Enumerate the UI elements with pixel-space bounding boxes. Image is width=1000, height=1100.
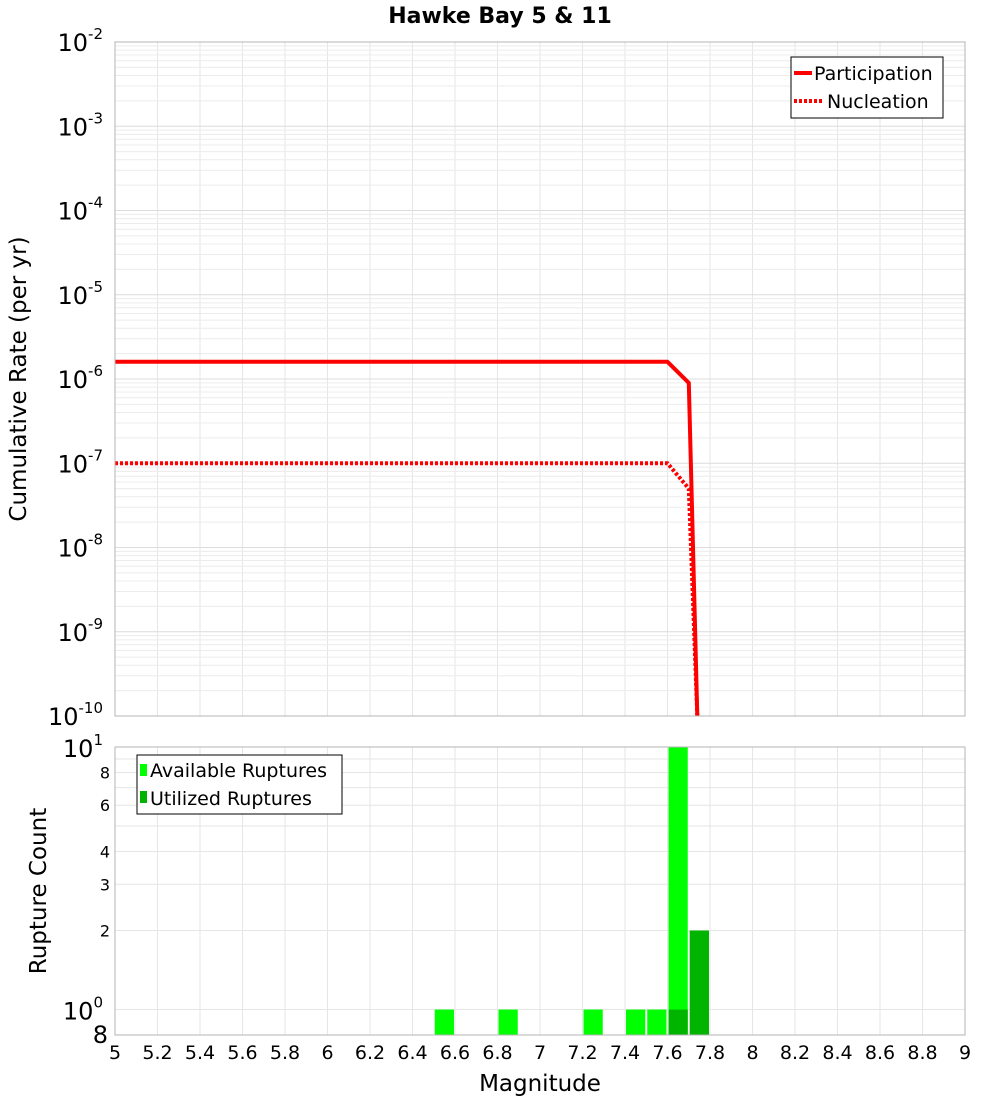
rate-plot-y-label: Cumulative Rate (per yr) (6, 236, 32, 521)
rate-plot-y-tick-label: 10-3 (57, 109, 103, 141)
available-rupture-bar (668, 747, 688, 1035)
x-tick-label: 5.2 (142, 1042, 172, 1064)
legend-available-label: Available Ruptures (150, 760, 327, 782)
count-plot-x-ticks: 5 5.2 5.4 5.6 5.8 6 6.2 6.4 6.6 6.8 7 7.2 7.4 7.6 7.8 8… (109, 1042, 971, 1064)
rate-plot-y-tick-label: 10-2 (57, 25, 103, 57)
rate-plot-y-tick-label: 10-10 (48, 699, 103, 731)
rate-plot-legend: Participation Nucleation (790, 56, 944, 119)
count-plot-y-tick-label: 8 (93, 1021, 108, 1049)
x-tick-label: 8 (746, 1042, 758, 1064)
x-tick-label: 7 (534, 1042, 546, 1064)
x-tick-label: 6 (321, 1042, 333, 1064)
rate-plot-y-tick-label: 10-7 (57, 446, 103, 478)
legend-participation-label: Participation (814, 63, 933, 85)
x-tick-label: 8.2 (780, 1042, 810, 1064)
rate-plot-y-tick-label: 10-9 (57, 615, 103, 647)
count-plot-y-tick-label: 101 (63, 731, 103, 763)
available-rupture-bar (434, 1009, 454, 1035)
count-plot-y-tick-label: 4 (100, 842, 110, 861)
available-rupture-bar (498, 1009, 518, 1035)
nucleation-line (115, 461, 700, 717)
x-tick-label: 6.2 (355, 1042, 385, 1064)
rate-plot-y-tick-label: 10-5 (57, 278, 103, 310)
x-tick-label: 9 (959, 1042, 971, 1064)
x-tick-label: 8.4 (822, 1042, 852, 1064)
utilized-rupture-bar (689, 930, 709, 1035)
rate-plot-grid (114, 42, 966, 717)
available-rupture-bar (647, 1009, 667, 1035)
utilized-rupture-bar (668, 1009, 688, 1035)
count-plot-y-tick-label: 3 (100, 875, 110, 894)
rate-plot-y-tick-label: 10-6 (57, 362, 103, 394)
legend-utilized-label: Utilized Ruptures (150, 788, 312, 810)
x-tick-label: 8.8 (907, 1042, 937, 1064)
rate-plot-lines (115, 359, 700, 717)
x-tick-label: 7.8 (695, 1042, 725, 1064)
count-plot-y-tick-label: 2 (100, 922, 110, 941)
count-plot-y-label: Rupture Count (26, 808, 52, 974)
chart-title: Hawke Bay 5 & 11 (388, 4, 612, 29)
x-tick-label: 7.2 (567, 1042, 597, 1064)
x-tick-label: 5.6 (227, 1042, 257, 1064)
x-tick-label: 7.6 (652, 1042, 682, 1064)
x-tick-label: 5.4 (185, 1042, 215, 1064)
rate-plot-y-ticks: 10-2 10-3 10-4 10-5 10-6 10-7 10-8 10-9 10-10 (48, 25, 103, 731)
legend-nucleation-label: Nucleation (827, 91, 929, 113)
count-plot-y-tick-label: 6 (100, 796, 110, 815)
x-tick-label: 5 (109, 1042, 121, 1064)
x-tick-label: 6.4 (397, 1042, 427, 1064)
count-plot-bars (434, 747, 709, 1035)
x-tick-label: 7.4 (610, 1042, 640, 1064)
legend-available-swatch (140, 764, 147, 776)
available-rupture-bar (583, 1009, 603, 1035)
rate-plot-y-tick-label: 10-4 (57, 194, 103, 226)
x-tick-label: 6.8 (482, 1042, 512, 1064)
x-tick-label: 5.8 (270, 1042, 300, 1064)
rate-plot: 10-2 10-3 10-4 10-5 10-6 10-7 10-8 10-9 10-10 Cu… (6, 25, 966, 731)
x-tick-label: 6.6 (440, 1042, 470, 1064)
legend-utilized-swatch (140, 791, 147, 803)
available-rupture-bar (626, 1009, 646, 1035)
count-plot-y-tick-label: 8 (100, 763, 110, 782)
count-plot-y-tick-label: 100 (63, 994, 103, 1026)
x-axis-label: Magnitude (479, 1071, 601, 1097)
x-tick-label: 8.6 (865, 1042, 895, 1064)
rate-plot-y-tick-label: 10-8 (57, 531, 103, 563)
count-plot-legend: Available Ruptures Utilized Ruptures (136, 754, 343, 815)
